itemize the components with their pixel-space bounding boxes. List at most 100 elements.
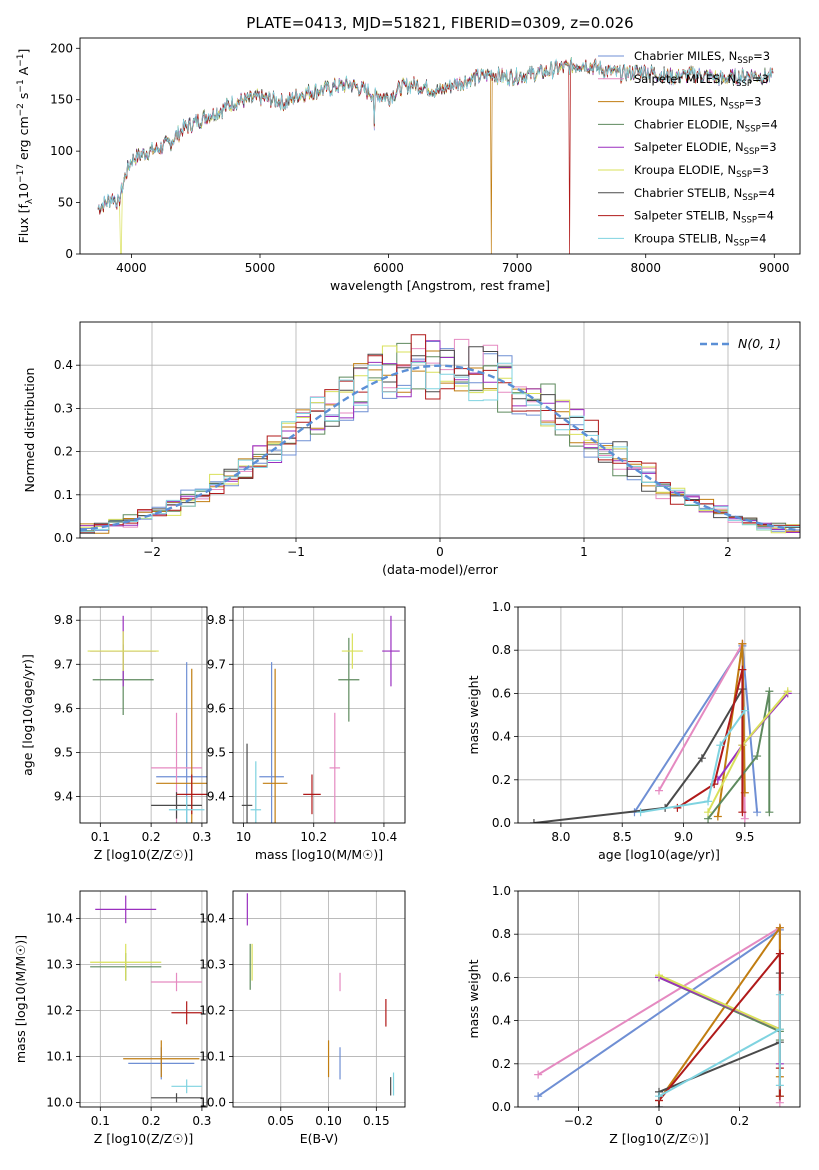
legend-name: Chabrier ELODIE, N <box>634 117 745 131</box>
axes-frame <box>517 890 801 1108</box>
legend-entry-normal: N(0, 1) <box>738 336 781 351</box>
y-tick-label: 0.1 <box>54 488 73 502</box>
y-tick-label: 1.0 <box>492 600 511 614</box>
plot-area <box>534 923 784 1107</box>
y-axis-label: mass weight <box>466 675 481 754</box>
weight-marker <box>697 754 706 763</box>
y-tick-label: 9.5 <box>207 745 226 759</box>
errorbar-point-5 <box>90 943 162 981</box>
legend-entry-8: Kroupa STELIB, NSSP=4 <box>634 231 766 248</box>
weight-marker <box>655 971 663 980</box>
legend-subscript: SSP <box>737 56 753 66</box>
axes-frame <box>232 606 406 824</box>
axes-frame <box>79 606 208 824</box>
x-tick-label: 5000 <box>245 261 276 275</box>
x-tick-label: 7000 <box>502 261 533 275</box>
y-tick-label: 0.0 <box>492 1100 511 1114</box>
errorbar-point-2 <box>123 1040 200 1078</box>
y-tick-label: 0.0 <box>492 816 511 830</box>
x-tick-label: 0.2 <box>142 830 161 844</box>
x-axis-label: mass [log10(M/M☉)] <box>255 847 383 862</box>
y-tick-label: 0 <box>65 247 73 261</box>
y-tick-label: 10.2 <box>199 1003 226 1017</box>
y-tick-label: 10.3 <box>46 958 73 972</box>
figure-title: PLATE=0413, MJD=51821, FIBERID=0309, z=0… <box>246 14 633 32</box>
y-tick-label: 0.8 <box>492 927 511 941</box>
y-tick-label: 0.6 <box>492 970 511 984</box>
x-tick-label: 0.1 <box>91 830 110 844</box>
weight-marker <box>765 808 774 817</box>
x-tick-label: 4000 <box>116 261 147 275</box>
x-axis-label: Z [log10(Z/Z☉)] <box>609 1131 709 1146</box>
legend-name: Kroupa STELIB, N <box>634 231 734 245</box>
weight-marker <box>753 808 762 817</box>
errorbar-point-7 <box>171 1001 202 1025</box>
legend-subscript: SSP <box>745 124 761 134</box>
weight-marker <box>655 786 663 795</box>
spectrum-line-7 <box>97 58 774 254</box>
histogram-6 <box>80 346 800 534</box>
x-tick-label: 9.5 <box>735 830 754 844</box>
errorbar-point-8 <box>168 796 205 823</box>
legend-name: Kroupa MILES, N <box>634 95 729 109</box>
x-tick-label: 0.2 <box>730 1114 749 1128</box>
weight-marker <box>636 808 645 817</box>
errorbar-point-5 <box>341 633 363 669</box>
errorbar-point-4 <box>95 895 157 924</box>
y-tick-label: 50 <box>58 196 73 210</box>
y-tick-label: 0.3 <box>54 401 73 415</box>
errorbar-point-1 <box>329 712 341 823</box>
axes-frame <box>79 37 801 255</box>
legend-entry-0: Chabrier MILES, NSSP=3 <box>634 49 770 66</box>
legend-entry-1: Salpeter MILES, NSSP=3 <box>634 72 769 89</box>
legend-entry-2: Kroupa MILES, NSSP=3 <box>634 95 761 112</box>
x-axis-label: (data-model)/error <box>382 562 499 577</box>
errorbar-point-0 <box>156 662 207 823</box>
y-tick-label: 10.4 <box>46 912 73 926</box>
y-tick-label: 10.0 <box>46 1095 73 1109</box>
legend-subscript: SSP <box>736 170 752 180</box>
x-tick-label: 1 <box>580 545 588 559</box>
y-tick-label: 10.0 <box>199 1095 226 1109</box>
y-tick-label: 9.4 <box>54 790 73 804</box>
panel-weights-vs-Z: −0.2 0 0.2 0.0 0.2 0.4 0.6 0.8 1.0 Z [log10(Z/Z☉)… <box>466 884 801 1146</box>
weight-marker <box>775 949 784 958</box>
panel-mass-vs-EBV: 0.05 0.10 0.15 10.0 10.1 10.2 10.3 10.4 E(B-V) <box>199 890 406 1146</box>
y-axis-label: mass weight <box>466 959 481 1038</box>
legend-name: Salpeter STELIB, N <box>634 209 741 223</box>
plot-area <box>80 334 800 534</box>
y-tick-label: 10.2 <box>46 1003 73 1017</box>
x-tick-label: 10.4 <box>371 830 398 844</box>
x-axis-label: age [log10(age/yr)] <box>598 847 720 862</box>
legend-count: =3 <box>760 140 777 154</box>
axes-frame <box>517 606 801 824</box>
label-part: −2 <box>16 103 26 116</box>
x-tick-label: −2 <box>143 545 161 559</box>
weight-marker <box>738 639 747 648</box>
plot-area <box>241 615 400 823</box>
legend-subscript: SSP <box>734 238 750 248</box>
plot-area <box>97 57 774 254</box>
weight-marker <box>673 803 682 812</box>
x-tick-label: 8000 <box>630 261 661 275</box>
normal-curve <box>80 364 800 532</box>
x-tick-label: 9.0 <box>674 830 693 844</box>
weight-marker <box>738 808 747 817</box>
legend-entry-3: Chabrier ELODIE, NSSP=4 <box>634 117 778 134</box>
y-tick-label: 9.6 <box>54 701 73 715</box>
label-part: −1 <box>16 79 26 92</box>
y-tick-label: 0.6 <box>492 686 511 700</box>
weight-marker <box>534 1092 543 1101</box>
weight-marker <box>704 808 713 817</box>
x-tick-label: 0.2 <box>142 1114 161 1128</box>
axes-frame <box>79 890 208 1108</box>
legend-subscript: SSP <box>736 79 752 89</box>
weight-line-7 <box>658 950 781 1102</box>
x-tick-label: 0.3 <box>192 1114 211 1128</box>
weight-marker <box>713 812 722 821</box>
weight-marker <box>655 1092 663 1101</box>
plot-area <box>529 639 792 823</box>
weight-line-3 <box>707 691 771 820</box>
histogram-7 <box>80 334 800 533</box>
x-tick-label: 10 <box>236 830 251 844</box>
